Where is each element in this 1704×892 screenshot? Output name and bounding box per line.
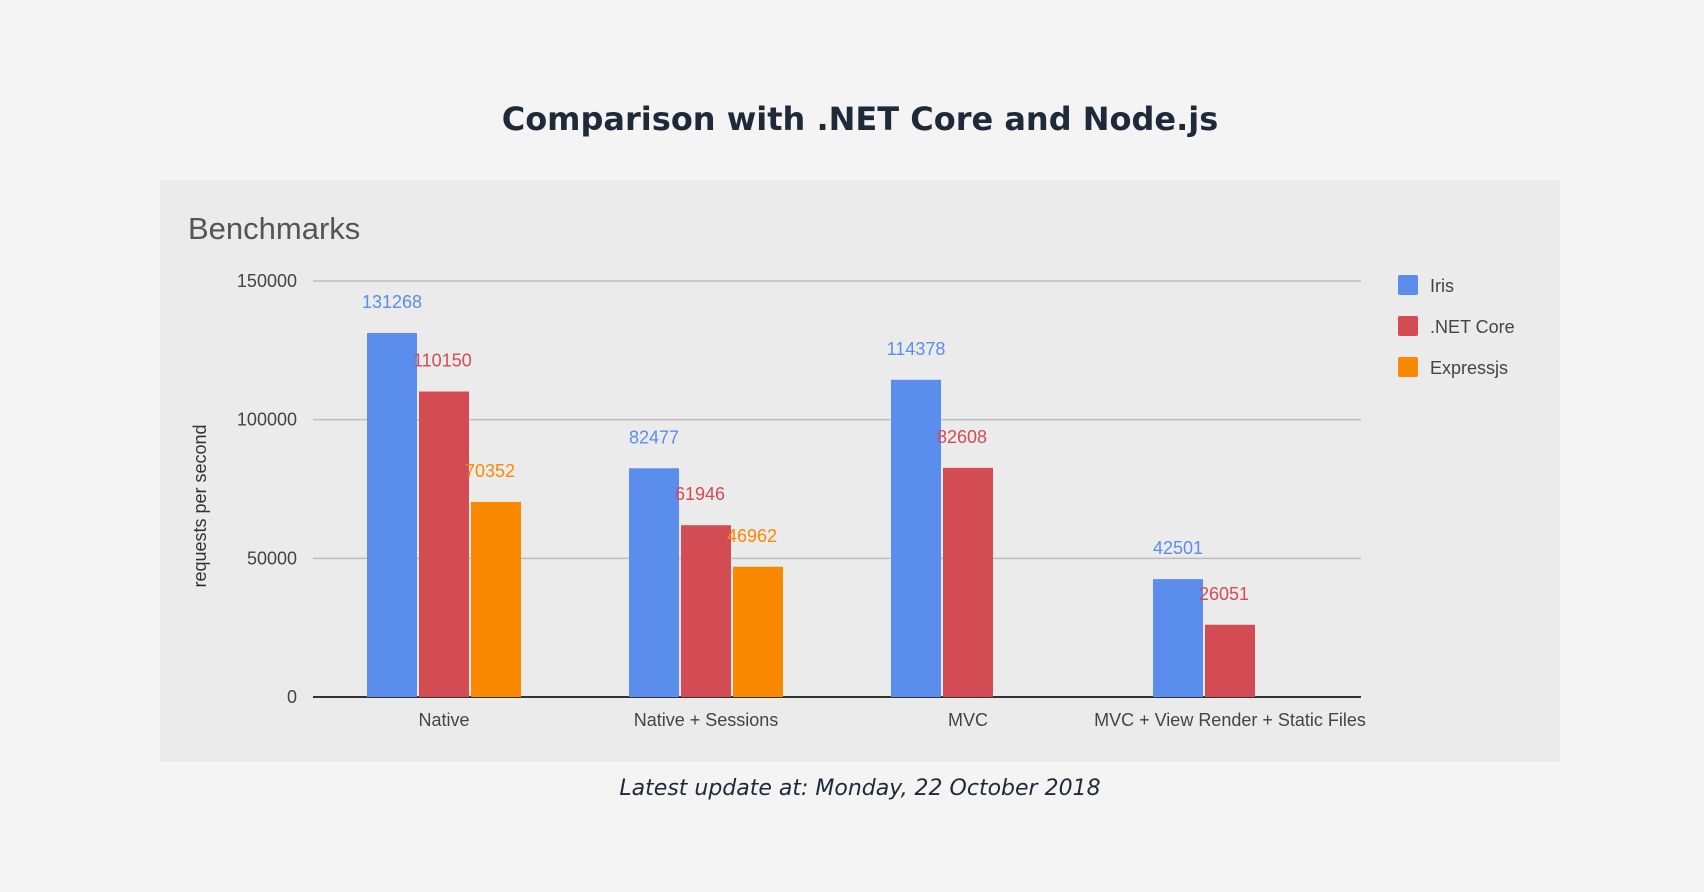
bar <box>733 566 783 697</box>
bar <box>943 467 993 697</box>
bar <box>1205 624 1255 697</box>
chart-title: Benchmarks <box>188 211 360 246</box>
y-tick-label: 0 <box>287 687 297 707</box>
bar-chart: Benchmarks 0 50000 100000 150000 requests p… <box>188 211 1515 730</box>
bar <box>681 525 731 697</box>
data-label: 70352 <box>465 461 515 481</box>
x-axis-ticks: Native Native + Sessions MVC MVC + View Ren… <box>418 710 1365 730</box>
x-tick-label: MVC <box>948 710 988 730</box>
legend-swatch <box>1398 316 1418 336</box>
data-label: 26051 <box>1199 584 1249 604</box>
bars <box>367 332 1255 697</box>
legend-label: .NET Core <box>1430 317 1515 337</box>
bar <box>629 468 679 697</box>
chart-panel: Benchmarks 0 50000 100000 150000 requests p… <box>160 180 1560 762</box>
page-title: Comparison with .NET Core and Node.js <box>501 100 1219 138</box>
data-label: 61946 <box>675 484 725 504</box>
legend-label: Iris <box>1430 276 1454 296</box>
bar <box>1153 579 1203 697</box>
y-tick-label: 50000 <box>247 548 297 568</box>
y-tick-label: 100000 <box>237 410 297 430</box>
data-labels: 131268 110150 70352 82477 61946 46962 114378 82… <box>362 292 1249 604</box>
bar <box>419 391 469 697</box>
x-tick-label: Native <box>418 710 469 730</box>
data-label: 131268 <box>362 292 422 312</box>
data-label: 82608 <box>937 427 987 447</box>
legend-label: Expressjs <box>1430 358 1508 378</box>
bar <box>891 379 941 697</box>
data-label: 110150 <box>413 351 472 371</box>
legend: Iris .NET Core Expressjs <box>1398 275 1515 378</box>
y-axis-ticks: 0 50000 100000 150000 <box>237 271 297 707</box>
bar <box>471 501 521 697</box>
legend-swatch <box>1398 357 1418 377</box>
x-tick-label: Native + Sessions <box>634 710 779 730</box>
data-label: 46962 <box>727 526 777 546</box>
grid-lines <box>313 280 1361 698</box>
x-tick-label: MVC + View Render + Static Files <box>1094 710 1366 730</box>
data-label: 114378 <box>887 339 946 359</box>
bar <box>367 332 417 697</box>
data-label: 82477 <box>629 427 679 447</box>
y-axis-label: requests per second <box>190 424 210 587</box>
legend-swatch <box>1398 275 1418 295</box>
data-label: 42501 <box>1153 538 1203 558</box>
last-update-note: Latest update at: Monday, 22 October 201… <box>619 776 1101 801</box>
y-tick-label: 150000 <box>237 271 297 291</box>
